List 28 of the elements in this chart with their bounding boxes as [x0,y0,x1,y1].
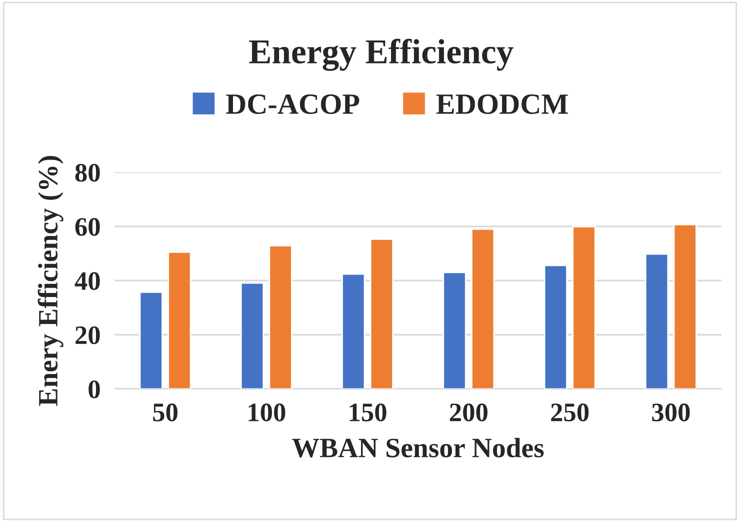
x-tick-label: 150 [350,404,386,422]
bar [168,251,192,389]
bar [572,226,596,389]
x-tick-label: 50 [153,404,178,422]
bar [139,292,163,389]
x-tick-label: 100 [248,404,286,422]
x-tick-label: 200 [450,404,488,422]
bar [544,264,568,389]
chart-title: Energy Efficiency [249,38,514,71]
y-tick-label: 60 [75,218,100,236]
bar [240,282,264,389]
y-tick-label: 40 [74,272,100,290]
bar [644,253,669,389]
legend-label: EDODCM [436,94,568,114]
bar [370,238,394,389]
x-tick-label: 300 [652,404,690,422]
bar [442,272,466,389]
bar [268,244,292,389]
y-tick-label: 80 [75,164,100,182]
bar [471,228,495,389]
bar [673,224,697,389]
bar [342,273,366,389]
y-axis-title: Enery Efficiency (%) [38,156,64,406]
y-tick-label: 20 [76,326,100,344]
x-tick-label: 250 [551,404,589,422]
x-axis-title: WBAN Sensor Nodes [292,438,544,458]
y-tick-label: 0 [88,380,100,398]
legend-label: DC-ACOP [226,94,360,114]
